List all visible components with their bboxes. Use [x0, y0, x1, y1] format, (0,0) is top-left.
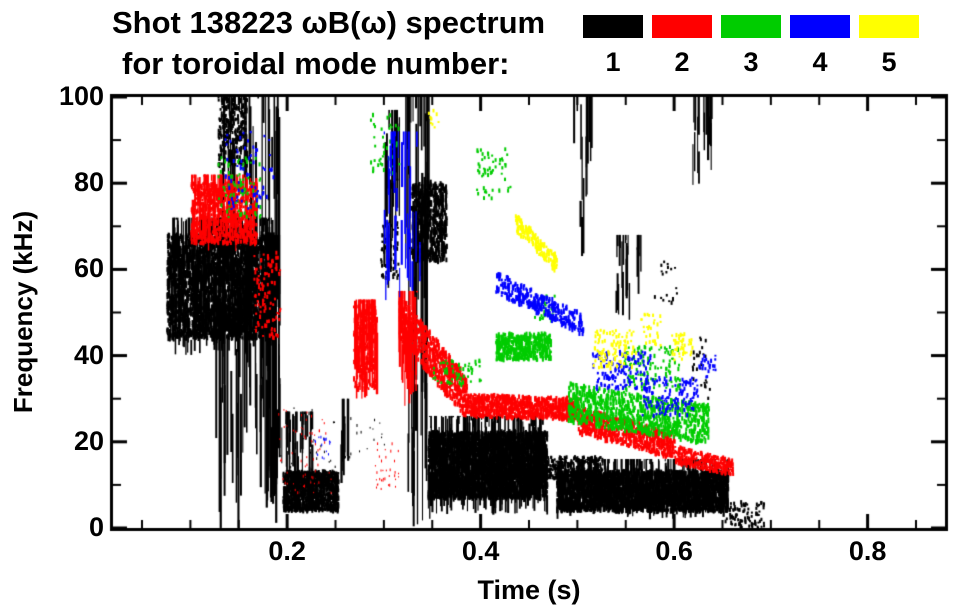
y-tick-label: 0	[88, 512, 104, 542]
x-tick-label: 0.8	[848, 536, 887, 566]
x-tick-label: 0.4	[461, 536, 500, 566]
chart-subtitle: for toroidal mode number:	[122, 46, 510, 81]
mode-legend-swatches	[583, 15, 919, 38]
legend-swatch-5	[859, 15, 919, 38]
y-tick-label: 20	[73, 425, 104, 456]
y-tick-label: 80	[73, 167, 104, 198]
legend-swatch-2	[652, 15, 712, 38]
mode-legend-numbers: 1 2 3 4 5	[583, 47, 919, 78]
y-tick-label: 60	[73, 253, 104, 284]
y-axis-label: Frequency (kHz)	[8, 210, 38, 414]
legend-swatch-1	[583, 15, 643, 38]
legend-swatch-4	[790, 15, 850, 38]
x-tick-label: 0.2	[268, 536, 306, 566]
legend-label-1: 1	[605, 47, 621, 77]
x-axis-label: Time (s)	[477, 575, 581, 605]
legend-swatch-3	[721, 15, 781, 38]
y-tick-label: 40	[73, 339, 104, 370]
y-tick-label: 100	[58, 81, 104, 111]
x-tick-label: 0.6	[655, 536, 693, 566]
legend-label-5: 5	[881, 47, 897, 77]
legend-label-3: 3	[743, 47, 759, 77]
legend-label-2: 2	[674, 47, 690, 77]
chart-title: Shot 138223 ωB(ω) spectrum	[112, 5, 546, 40]
legend-label-4: 4	[812, 47, 828, 77]
